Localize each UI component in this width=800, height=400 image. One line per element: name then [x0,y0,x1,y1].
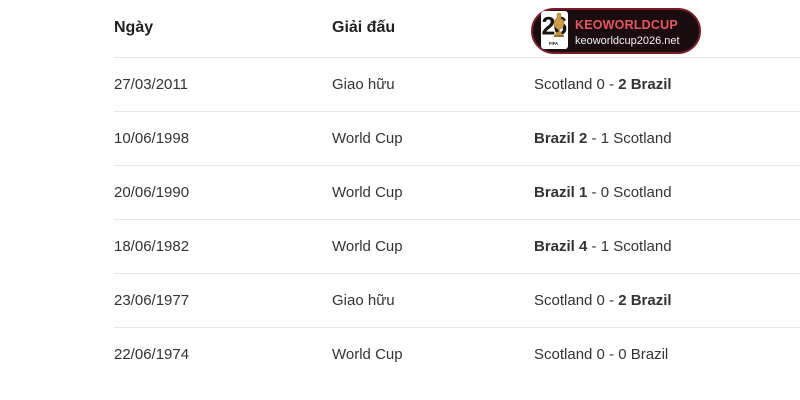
svg-text:KEOWORLDCUP: KEOWORLDCUP [575,18,678,32]
svg-text:FIFA: FIFA [549,41,558,46]
svg-text:keoworldcup2026.net: keoworldcup2026.net [575,35,680,47]
